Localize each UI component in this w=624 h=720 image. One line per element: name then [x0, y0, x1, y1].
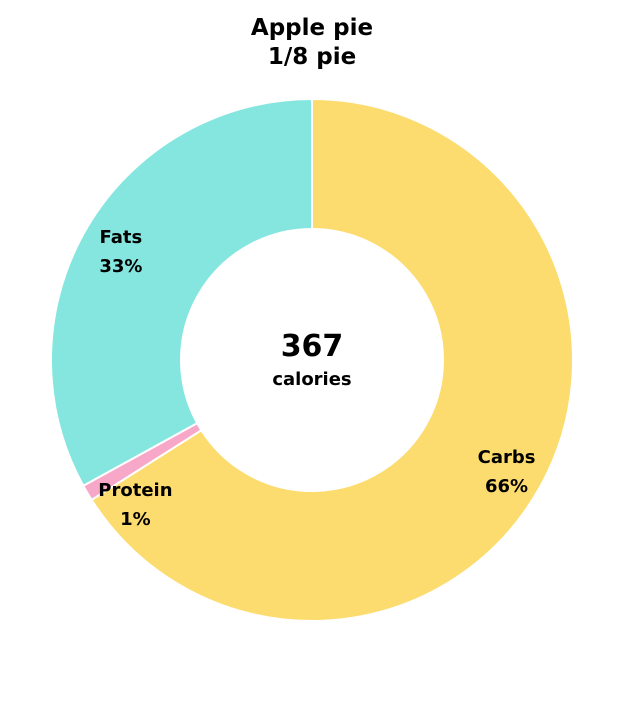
slice-label-protein: Protein: [98, 480, 172, 501]
slice-label-fats: Fats: [100, 227, 143, 248]
slice-labels: Carbs 66% Protein 1% Fats 33%: [98, 227, 535, 530]
chart-subtitle: 1/8 pie: [267, 44, 357, 70]
slice-label-carbs: Carbs: [478, 447, 536, 468]
donut-slices: [50, 97, 574, 622]
slice-pct-fats: 33%: [99, 256, 142, 277]
center-value: 367: [281, 329, 344, 364]
chart-title: Apple pie: [250, 15, 374, 41]
slice-pct-protein: 1%: [120, 509, 151, 530]
center-unit: calories: [272, 369, 351, 390]
chart-title-block: Apple pie 1/8 pie: [0, 14, 624, 72]
slice-fats: [50, 97, 313, 488]
slice-carbs: [90, 97, 574, 622]
slice-pct-carbs: 66%: [485, 476, 528, 497]
